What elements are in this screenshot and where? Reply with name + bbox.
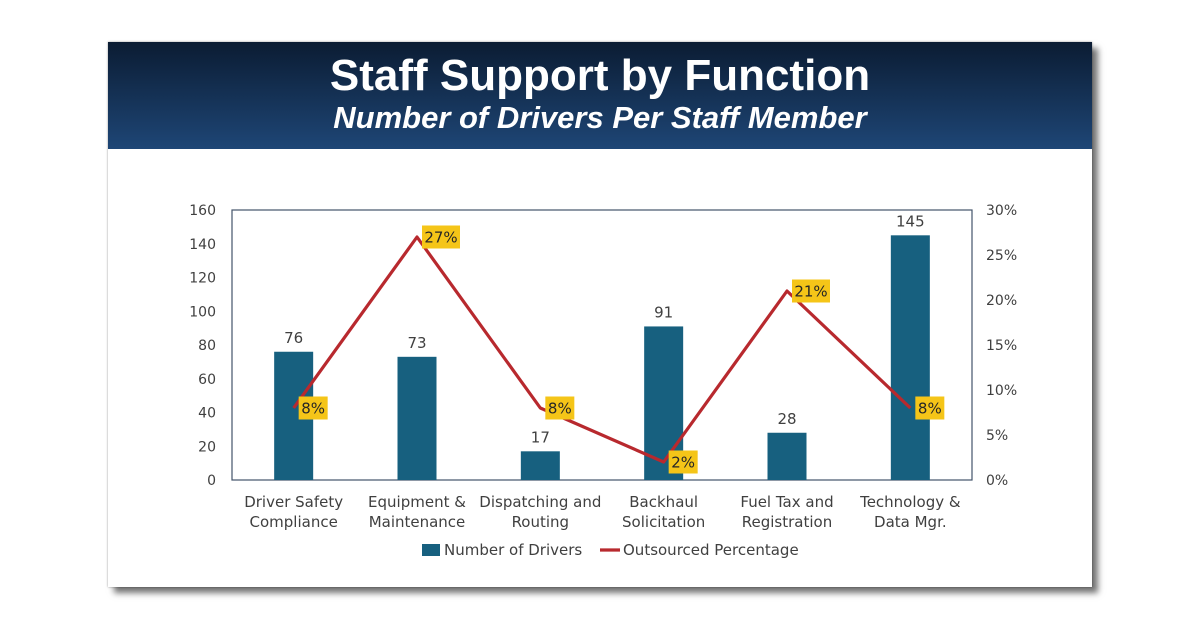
legend-bar-swatch	[422, 544, 440, 556]
y2-axis-tick-label: 10%	[986, 383, 1017, 399]
percentage-label-box	[298, 396, 328, 420]
x-axis-category-label: Dispatching and	[479, 493, 601, 511]
x-axis-category-label: Maintenance	[369, 513, 466, 531]
bar-value-label: 73	[407, 334, 426, 352]
x-axis-category-label: Technology &	[859, 493, 961, 511]
legend-label-drivers: Number of Drivers	[444, 541, 582, 559]
y2-axis-tick-label: 5%	[986, 428, 1008, 444]
bar-value-label: 91	[654, 303, 673, 321]
bar	[397, 356, 437, 480]
bar	[520, 451, 560, 480]
x-axis-category-label: Routing	[512, 513, 570, 531]
outsourced-percentage-line	[292, 235, 912, 464]
y2-axis-tick-label: 25%	[986, 248, 1017, 264]
x-axis-category-label: Fuel Tax and	[740, 493, 833, 511]
x-axis-category-label: Solicitation	[622, 513, 705, 531]
y-axis-tick-label: 60	[198, 372, 216, 388]
title-banner: Staff Support by Function Number of Driv…	[108, 42, 1092, 149]
percentage-label: 2%	[671, 454, 695, 472]
y2-axis-tick-label: 20%	[986, 293, 1017, 309]
percentage-label: 21%	[794, 283, 827, 301]
percentage-label: 8%	[918, 400, 942, 418]
y-axis-tick-label: 140	[189, 237, 216, 253]
bar-value-label: 28	[777, 410, 796, 428]
percentage-label-box	[668, 450, 698, 474]
x-axis-category-label: Driver Safety	[244, 493, 343, 511]
y2-axis-tick-label: 30%	[986, 203, 1017, 219]
y-axis-tick-label: 160	[189, 203, 216, 219]
percentage-label: 8%	[301, 400, 325, 418]
x-axis-category-label: Equipment &	[368, 493, 466, 511]
bar-value-label: 145	[896, 212, 925, 230]
x-axis-category-label: Registration	[742, 513, 832, 531]
percentage-label: 27%	[424, 229, 457, 247]
bar	[767, 432, 807, 480]
plot-area-frame	[231, 209, 973, 481]
chart-subtitle: Number of Drivers Per Staff Member	[333, 100, 867, 135]
y-axis-tick-label: 80	[198, 338, 216, 354]
percentage-label-box	[545, 396, 575, 420]
bar-value-label: 76	[284, 329, 303, 347]
percentage-label-box	[915, 396, 945, 420]
percentage-label-box	[792, 279, 830, 303]
x-axis-category-label: Backhaul	[629, 493, 698, 511]
percentage-label-box	[422, 225, 460, 249]
y-axis-tick-label: 20	[198, 439, 216, 455]
y2-axis-tick-label: 15%	[986, 338, 1017, 354]
legend-label-outsourced: Outsourced Percentage	[623, 541, 799, 559]
x-axis-category-label: Data Mgr.	[874, 513, 947, 531]
x-axis-category-label: Compliance	[250, 513, 338, 531]
percentage-label: 8%	[548, 400, 572, 418]
bar-value-label: 17	[531, 428, 550, 446]
bar	[890, 235, 930, 480]
chart-title: Staff Support by Function	[329, 51, 871, 100]
y-axis-tick-label: 120	[189, 271, 216, 287]
y-axis-tick-label: 40	[198, 406, 216, 422]
y2-axis-tick-label: 0%	[986, 473, 1008, 489]
y-axis-tick-label: 0	[207, 473, 216, 489]
y-axis-tick-label: 100	[189, 304, 216, 320]
